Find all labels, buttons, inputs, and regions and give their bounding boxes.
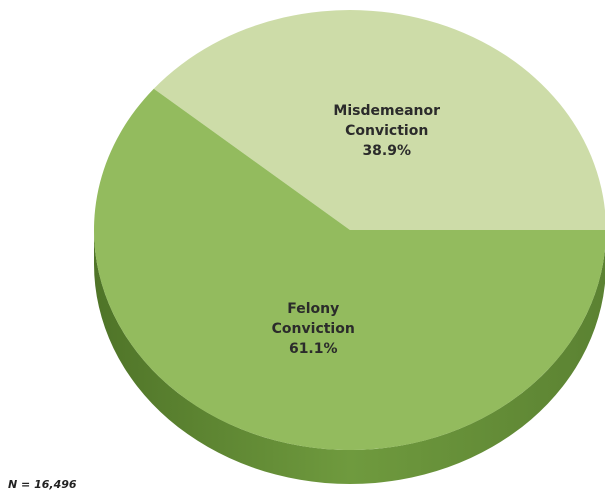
category-label: Misdemeanor Conviction [333,102,441,139]
slice-label: Misdemeanor Conviction 38.9% [322,101,452,161]
value-label: 61.1% [288,341,338,358]
pie-side [94,230,605,484]
annotation: N = 16,496 [8,478,77,491]
value-label: 38.9% [362,142,412,159]
category-label: Felony Conviction [271,301,355,338]
pie-slice [94,88,605,450]
pie-slice [153,10,605,230]
slice-label: Felony Conviction 61.1% [248,299,378,359]
